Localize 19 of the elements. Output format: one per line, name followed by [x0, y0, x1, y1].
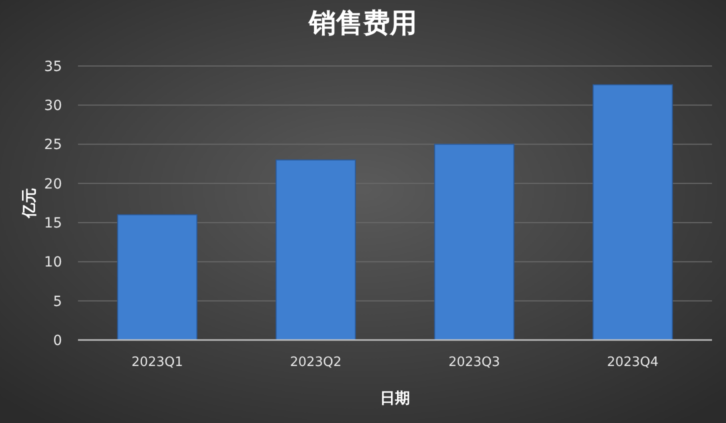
bar: [434, 144, 514, 340]
y-axis-title: 亿元: [20, 188, 38, 219]
y-tick-label: 10: [44, 254, 62, 271]
y-tick-label: 0: [53, 332, 62, 349]
y-tick-label: 35: [44, 58, 62, 75]
bar: [117, 214, 198, 340]
x-tick-label: 2023Q2: [290, 355, 342, 370]
y-tick-label: 20: [44, 176, 62, 192]
x-tick-label: 2023Q1: [131, 355, 184, 370]
y-tick-label: 15: [44, 215, 62, 232]
x-axis-title: 日期: [380, 389, 410, 407]
chart-title: 销售费用: [308, 8, 417, 39]
bar: [592, 84, 673, 340]
x-tick-label: 2023Q4: [606, 355, 659, 370]
x-tick-label: 2023Q3: [448, 355, 500, 370]
y-tick-label: 30: [44, 98, 62, 114]
bar: [276, 159, 356, 340]
y-tick-label: 25: [44, 137, 62, 154]
y-tick-label: 5: [53, 294, 62, 310]
